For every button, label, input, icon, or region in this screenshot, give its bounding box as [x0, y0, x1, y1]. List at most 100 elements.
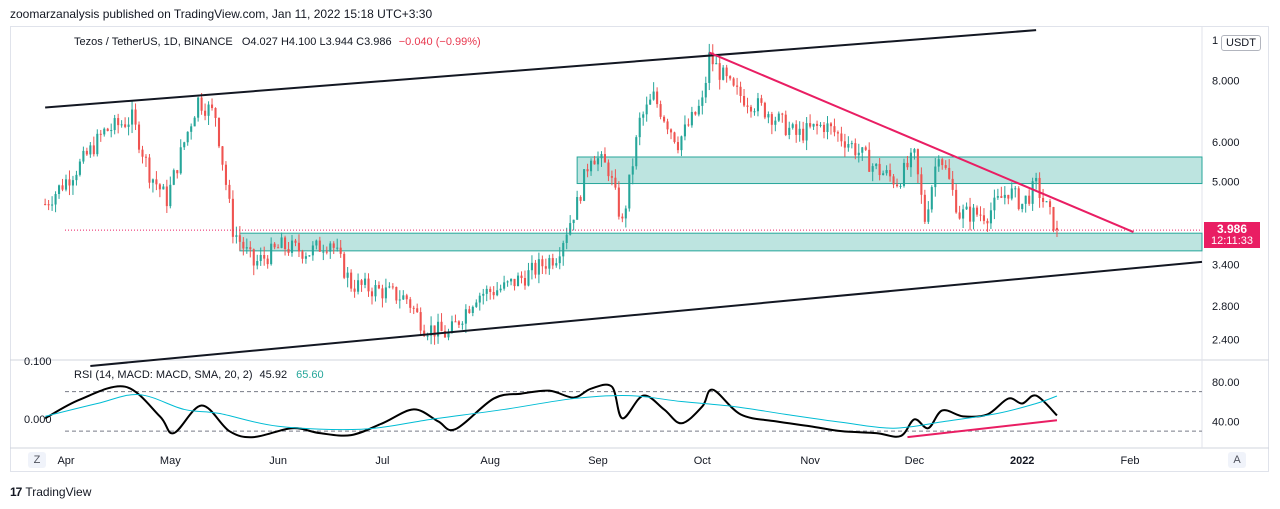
- candle-body: [819, 124, 822, 126]
- candle-body: [489, 288, 492, 292]
- candle-body: [197, 97, 200, 118]
- candle-body: [172, 170, 175, 185]
- time-tick-label: Jun: [269, 455, 287, 467]
- candle-body: [503, 282, 506, 289]
- candle-body: [513, 278, 516, 287]
- candle-body: [131, 109, 134, 125]
- candle-body: [530, 262, 533, 271]
- candle-body: [809, 123, 812, 127]
- candle-body: [760, 98, 763, 103]
- candle-body: [388, 286, 391, 288]
- candle-body: [774, 120, 777, 125]
- rsi-legend: RSI (14, MACD: MACD, SMA, 20, 2) 45.92 6…: [74, 369, 324, 381]
- price-tick-label: 8.000: [1212, 75, 1240, 87]
- candle-body: [516, 275, 520, 287]
- candle-body: [343, 253, 346, 278]
- candle-body: [548, 258, 551, 269]
- candle-body: [701, 97, 704, 106]
- candle-body: [54, 194, 57, 205]
- candle-body: [816, 123, 819, 126]
- publisher-line: zoomarzanalysis published on TradingView…: [10, 7, 433, 21]
- candle-body: [68, 179, 71, 186]
- candle-body: [736, 85, 739, 87]
- last-price-value: 3.986: [1216, 222, 1248, 236]
- candle-body: [238, 235, 241, 242]
- rsi-value: 45.92: [259, 369, 288, 381]
- candle-body: [332, 243, 335, 248]
- candle-body: [895, 184, 899, 187]
- candle-body: [523, 278, 527, 286]
- candle-body: [624, 208, 627, 219]
- candle-body: [360, 280, 363, 285]
- candle-body: [82, 150, 85, 162]
- candle-body: [217, 117, 221, 147]
- candle-body: [916, 149, 919, 175]
- candle-body: [805, 123, 808, 141]
- candle-body: [96, 133, 99, 155]
- candle-body: [61, 185, 64, 190]
- candle-body: [92, 145, 95, 155]
- candle-body: [666, 121, 669, 130]
- candle-body: [193, 117, 196, 127]
- candle-body: [909, 152, 912, 168]
- candle-body: [864, 147, 867, 150]
- candle-body: [871, 166, 874, 172]
- price-tick-label: 5.000: [1212, 176, 1240, 188]
- candle-body: [99, 133, 102, 135]
- candle-body: [656, 91, 659, 105]
- candle-body: [829, 123, 833, 127]
- time-tick-label: Jul: [375, 455, 389, 467]
- candle-body: [141, 149, 144, 157]
- candle-body: [263, 255, 266, 259]
- candle-body: [861, 147, 864, 153]
- candle-body: [416, 308, 419, 313]
- rsi-tick-label: 80.00: [1212, 377, 1240, 389]
- candle-body: [527, 270, 530, 286]
- zoom-left-button[interactable]: Z: [28, 452, 46, 468]
- candle-body: [537, 259, 540, 275]
- time-tick-label: Oct: [694, 455, 711, 467]
- candle-body: [822, 124, 826, 133]
- candle-body: [137, 124, 141, 150]
- currency-button[interactable]: USDT: [1221, 35, 1261, 51]
- candle-body: [450, 321, 454, 333]
- candle-body: [628, 174, 631, 209]
- candle-body: [972, 207, 975, 222]
- candle-body: [843, 141, 846, 148]
- candle-body: [676, 142, 680, 151]
- candle-body: [878, 163, 881, 176]
- candle-body: [534, 262, 537, 275]
- candle-body: [649, 99, 652, 105]
- candle-body: [245, 247, 248, 249]
- candle-body: [1048, 201, 1052, 208]
- auto-scale-button[interactable]: A: [1228, 452, 1246, 468]
- zones: [239, 156, 1203, 252]
- candle-body: [899, 185, 902, 187]
- candle-body: [1024, 195, 1027, 204]
- candle-body: [89, 145, 92, 155]
- candle-body: [989, 210, 992, 224]
- candle-body: [753, 111, 756, 113]
- candle-body: [906, 162, 909, 168]
- trendlines: [45, 29, 1203, 367]
- candle-body: [214, 108, 217, 118]
- candle-body: [951, 178, 954, 190]
- candle-body: [798, 128, 801, 135]
- price-tick-label: 2.400: [1212, 334, 1240, 346]
- candle-body: [756, 98, 759, 112]
- candle-body: [256, 261, 259, 266]
- candle-body: [583, 169, 586, 201]
- candle-body: [277, 247, 280, 249]
- candle-body: [941, 159, 944, 166]
- candle-body: [266, 258, 269, 265]
- candle-body: [562, 242, 565, 257]
- candle-body: [777, 113, 780, 121]
- candle-body: [902, 162, 906, 186]
- rsi-ma-line: [45, 394, 1058, 431]
- candle-body: [965, 206, 968, 210]
- candle-body: [249, 247, 252, 250]
- candle-body: [381, 288, 384, 299]
- candle-body: [579, 197, 582, 201]
- candle-body: [478, 295, 481, 303]
